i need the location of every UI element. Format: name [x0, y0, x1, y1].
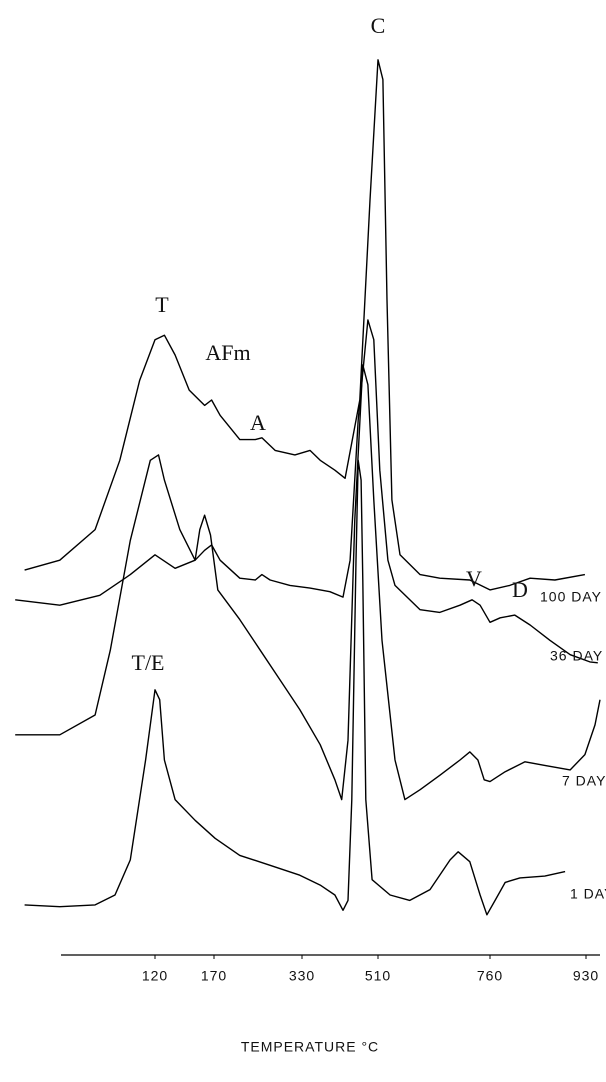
x-tick-label: 120 — [142, 968, 168, 984]
x-axis-label: TEMPERATURE °C — [241, 1039, 379, 1055]
dta-curve — [24, 59, 586, 591]
x-tick-label: 330 — [289, 968, 315, 984]
peak-annotation: D — [512, 577, 528, 602]
x-tick-label: 760 — [477, 968, 503, 984]
dta-curve — [15, 319, 598, 664]
peak-annotation: T/E — [132, 650, 165, 675]
peak-annotation: V — [466, 566, 482, 591]
x-tick-label: 930 — [573, 968, 599, 984]
dta-curve — [15, 364, 601, 801]
series-label: 100 DAY — [540, 589, 602, 605]
peak-annotation: A — [250, 410, 266, 435]
x-tick-label: 510 — [365, 968, 391, 984]
dta-curve — [24, 459, 566, 916]
series-label: 36 DAY — [550, 648, 603, 664]
x-tick-label: 170 — [201, 968, 227, 984]
series-label: 1 DAY — [570, 886, 606, 902]
series-label: 7 DAY — [562, 773, 606, 789]
peak-annotation: AFm — [205, 340, 250, 365]
peak-annotation: T — [155, 292, 169, 317]
peak-annotation: C — [371, 13, 386, 38]
